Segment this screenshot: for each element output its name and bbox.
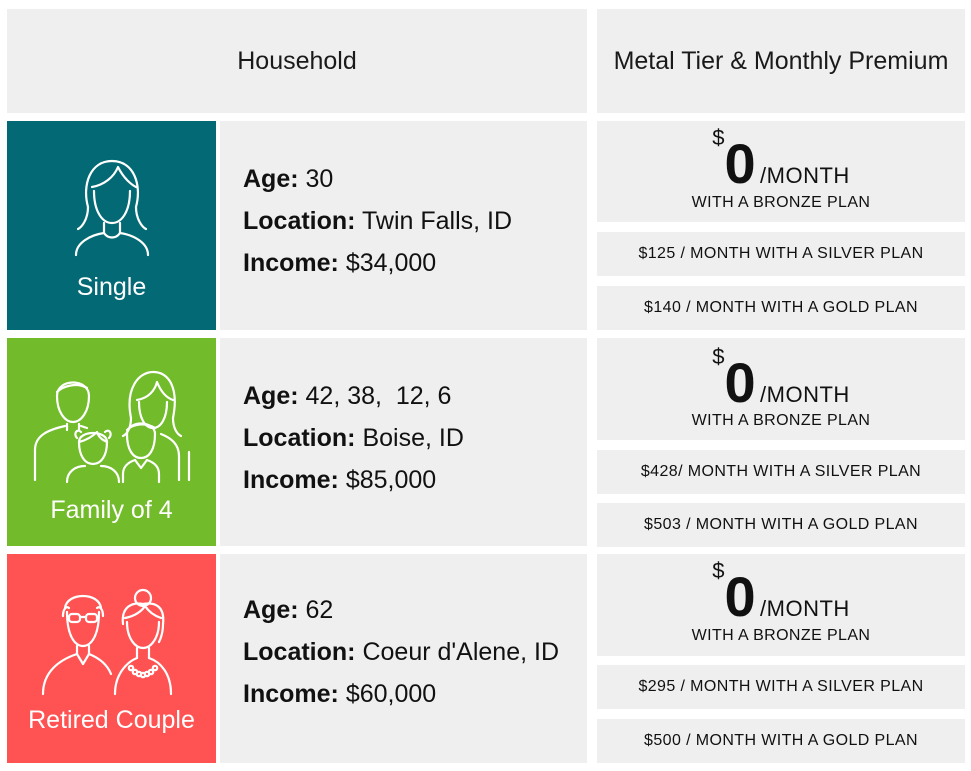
income-label: Income: xyxy=(243,249,339,277)
per-month-label: /MONTH xyxy=(760,382,850,407)
family-icon xyxy=(7,368,216,486)
bronze-amount: 0 xyxy=(724,351,756,414)
gold-plan-text: $140 / MONTH WITH A GOLD PLAN xyxy=(644,299,918,316)
household-type-label: Single xyxy=(76,273,147,301)
age-label: Age: xyxy=(243,382,299,410)
household-type-label: Retired Couple xyxy=(28,706,195,734)
location-line: Location: Boise, ID xyxy=(243,424,464,453)
family-avatar-box: Family of 4 xyxy=(7,338,216,546)
gold-cell: $140 / MONTH WITH A GOLD PLAN xyxy=(597,286,965,330)
bronze-amount: 0 xyxy=(724,565,756,628)
single-avatar-box: Single xyxy=(7,121,216,330)
location-value: Boise, ID xyxy=(362,424,464,452)
age-label: Age: xyxy=(243,596,299,624)
age-value: 62 xyxy=(305,596,334,624)
location-label: Location: xyxy=(243,207,356,235)
age-value: 30 xyxy=(305,165,334,193)
silver-cell: $125 / MONTH WITH A SILVER PLAN xyxy=(597,232,965,276)
single-info-cell: Age: 30 Location: Twin Falls, ID Income:… xyxy=(220,121,587,330)
bronze-price: $0 /MONTH xyxy=(597,344,965,415)
bronze-plan-label: WITH A BRONZE PLAN xyxy=(691,412,871,429)
bronze-cell: $0 /MONTH WITH A BRONZE PLAN xyxy=(597,554,965,656)
dollar-sign: $ xyxy=(712,344,725,369)
household-header: Household xyxy=(237,46,357,75)
bronze-price: $0 /MONTH xyxy=(597,125,965,196)
silver-cell: $428/ MONTH WITH A SILVER PLAN xyxy=(597,450,965,494)
per-month-label: /MONTH xyxy=(760,596,850,621)
silver-plan-text: $428/ MONTH WITH A SILVER PLAN xyxy=(640,463,922,480)
location-label: Location: xyxy=(243,638,356,666)
bronze-amount: 0 xyxy=(724,132,756,195)
bronze-plan-label: WITH A BRONZE PLAN xyxy=(691,627,871,644)
bronze-plan-label: WITH A BRONZE PLAN xyxy=(691,194,871,211)
age-label: Age: xyxy=(243,165,299,193)
premium-header-cell: Metal Tier & Monthly Premium xyxy=(597,9,965,113)
income-label: Income: xyxy=(243,466,339,494)
location-value: Coeur d'Alene, ID xyxy=(362,638,559,666)
household-header-cell: Household xyxy=(7,9,587,113)
family-info-cell: Age: 42, 38, 12, 6 Location: Boise, ID I… xyxy=(220,338,587,546)
age-line: Age: 30 xyxy=(243,165,333,194)
location-value: Twin Falls, ID xyxy=(362,207,513,235)
dollar-sign: $ xyxy=(712,558,725,583)
age-line: Age: 62 xyxy=(243,596,333,625)
income-label: Income: xyxy=(243,680,339,708)
silver-plan-text: $295 / MONTH WITH A SILVER PLAN xyxy=(638,678,924,695)
age-value: 42, 38, 12, 6 xyxy=(305,382,452,410)
income-value: $85,000 xyxy=(345,466,437,494)
gold-plan-text: $503 / MONTH WITH A GOLD PLAN xyxy=(644,516,918,533)
gold-cell: $503 / MONTH WITH A GOLD PLAN xyxy=(597,503,965,547)
income-line: Income: $60,000 xyxy=(243,680,436,709)
location-line: Location: Coeur d'Alene, ID xyxy=(243,638,559,667)
bronze-price: $0 /MONTH xyxy=(597,558,965,629)
gold-cell: $500 / MONTH WITH A GOLD PLAN xyxy=(597,719,965,763)
gold-plan-text: $500 / MONTH WITH A GOLD PLAN xyxy=(644,732,918,749)
location-line: Location: Twin Falls, ID xyxy=(243,207,512,236)
premium-header: Metal Tier & Monthly Premium xyxy=(613,46,949,75)
elderly-couple-icon xyxy=(7,586,216,696)
income-line: Income: $85,000 xyxy=(243,466,436,495)
silver-plan-text: $125 / MONTH WITH A SILVER PLAN xyxy=(638,245,924,262)
household-type-label: Family of 4 xyxy=(50,496,173,524)
bronze-cell: $0 /MONTH WITH A BRONZE PLAN xyxy=(597,338,965,440)
retired-info-cell: Age: 62 Location: Coeur d'Alene, ID Inco… xyxy=(220,554,587,763)
silver-cell: $295 / MONTH WITH A SILVER PLAN xyxy=(597,665,965,709)
woman-icon xyxy=(7,155,216,259)
bronze-cell: $0 /MONTH WITH A BRONZE PLAN xyxy=(597,121,965,222)
income-value: $60,000 xyxy=(345,680,437,708)
income-value: $34,000 xyxy=(345,249,437,277)
dollar-sign: $ xyxy=(712,125,725,150)
income-line: Income: $34,000 xyxy=(243,249,436,278)
age-line: Age: 42, 38, 12, 6 xyxy=(243,382,451,411)
retired-avatar-box: Retired Couple xyxy=(7,554,216,763)
per-month-label: /MONTH xyxy=(760,163,850,188)
location-label: Location: xyxy=(243,424,356,452)
